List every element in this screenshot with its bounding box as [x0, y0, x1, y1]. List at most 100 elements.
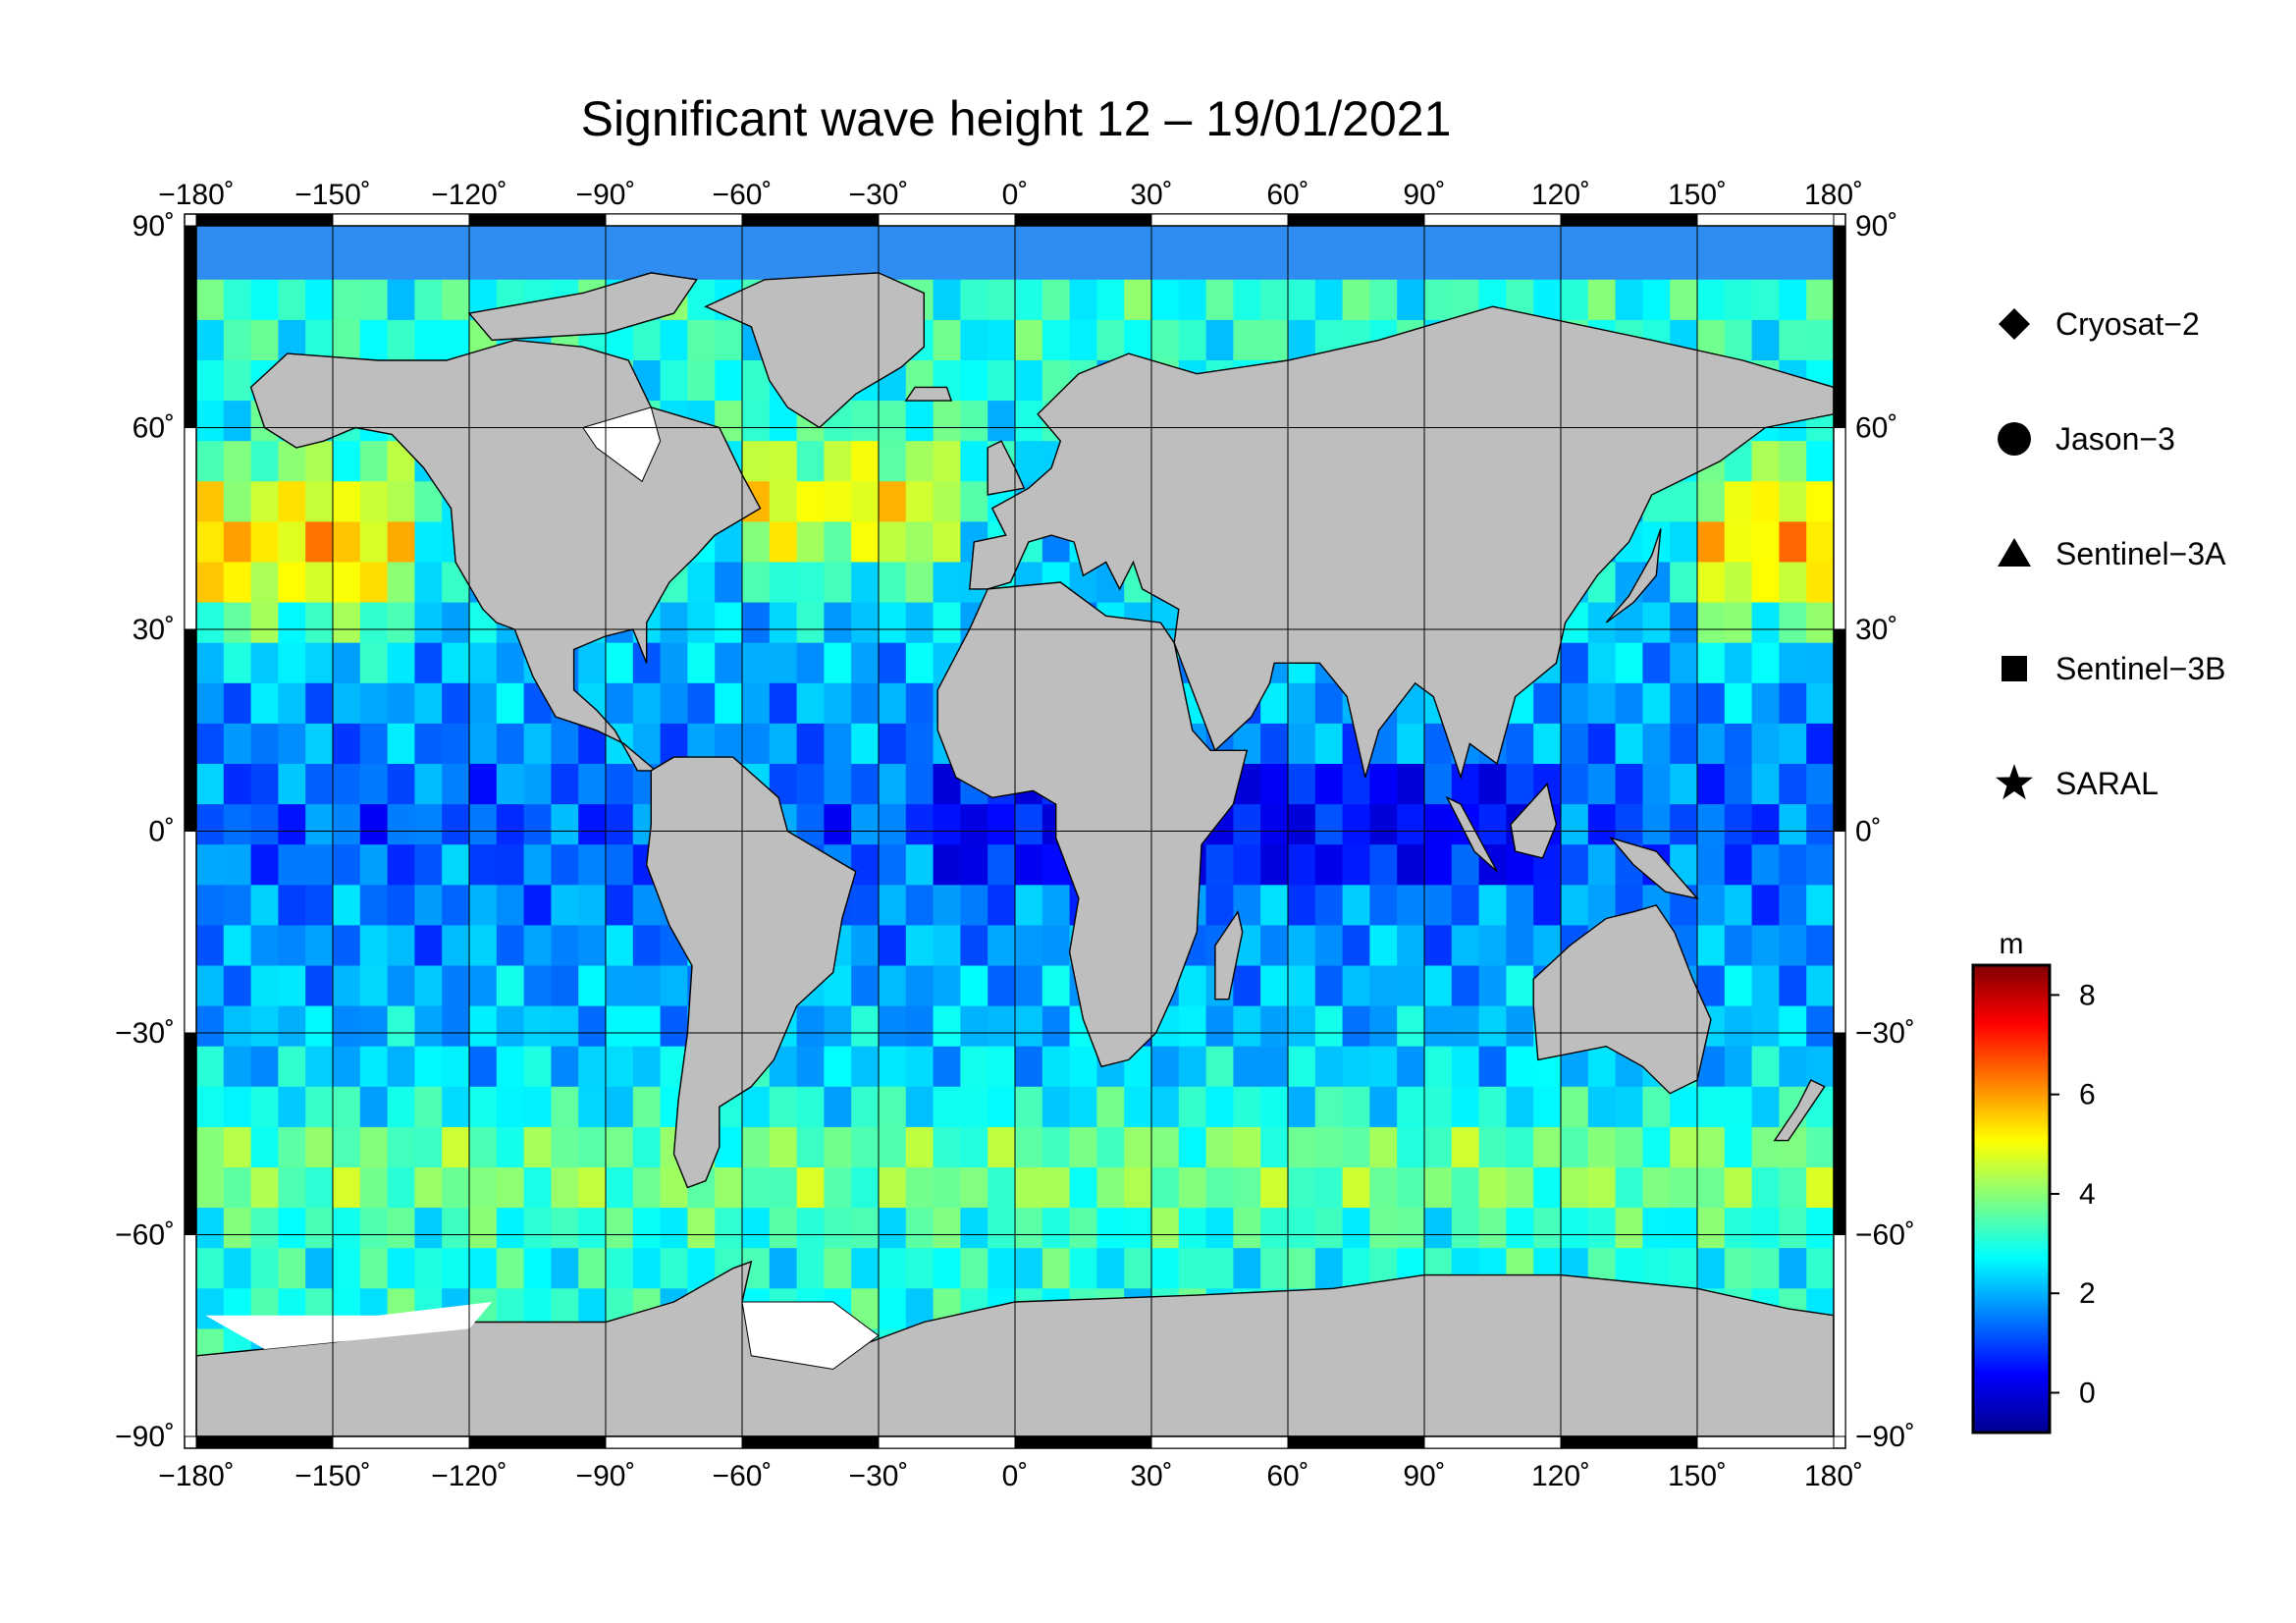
- swh-cell: [879, 602, 907, 644]
- swh-cell: [496, 1208, 525, 1249]
- swh-cell: [1670, 764, 1698, 805]
- swh-cell: [387, 602, 415, 644]
- swh-cell: [1069, 1126, 1097, 1168]
- swh-cell: [1015, 1005, 1043, 1048]
- swh-cell: [578, 925, 607, 967]
- swh-cell: [1506, 1126, 1534, 1168]
- frame-band: [468, 1435, 607, 1449]
- swh-cell: [879, 481, 907, 522]
- swh-cell: [796, 602, 825, 644]
- swh-cell: [1806, 521, 1834, 564]
- frame-band: [605, 1435, 743, 1449]
- swh-cell: [359, 764, 389, 805]
- swh-cell: [1205, 1208, 1234, 1249]
- swh-cell: [1670, 1208, 1698, 1249]
- swh-cell: [1506, 1005, 1534, 1048]
- swh-cell: [1178, 1005, 1207, 1048]
- swh-cell: [1724, 642, 1753, 684]
- swh-cell: [196, 481, 225, 522]
- swh-cell: [742, 562, 771, 604]
- swh-cell: [905, 885, 934, 926]
- swh-cell: [359, 319, 389, 361]
- swh-cell: [606, 925, 634, 967]
- swh-cell: [879, 844, 907, 886]
- swh-cell: [1233, 279, 1261, 321]
- swh-cell: [1587, 602, 1617, 644]
- swh-cell: [1806, 965, 1834, 1007]
- swh-cell: [988, 1126, 1016, 1168]
- swh-cell: [1288, 1248, 1316, 1289]
- swh-cell: [305, 844, 334, 886]
- swh-cell: [1041, 925, 1071, 967]
- swh-cell: [933, 521, 961, 564]
- land-iceland: [904, 386, 953, 402]
- swh-cell: [359, 1167, 389, 1209]
- swh-cell: [1561, 1208, 1589, 1249]
- swh-cell: [1260, 764, 1289, 805]
- swh-cell: [305, 521, 334, 564]
- lon-tick-bottom: 30˚: [1130, 1460, 1172, 1492]
- swh-cell: [851, 401, 880, 442]
- swh-cell: [879, 1005, 907, 1048]
- swh-cell: [742, 723, 771, 765]
- swh-cell: [1260, 723, 1289, 765]
- swh-cell: [196, 401, 225, 442]
- swh-cell: [1233, 1086, 1261, 1128]
- swh-cell: [660, 360, 688, 402]
- swh-cell: [196, 682, 225, 725]
- swh-cell: [1751, 642, 1780, 684]
- swh-cell: [333, 562, 361, 604]
- swh-cell: [1205, 1086, 1234, 1128]
- swh-cell: [933, 602, 961, 644]
- swh-cell: [1451, 1005, 1480, 1048]
- swh-cell: [606, 1046, 634, 1088]
- swh-cell: [851, 723, 880, 765]
- frame-band: [468, 213, 607, 227]
- swh-cell: [1314, 804, 1344, 845]
- swh-cell: [387, 1046, 415, 1088]
- swh-cell: [1724, 925, 1753, 967]
- swh-cell: [1151, 1208, 1180, 1249]
- swh-cell: [387, 844, 415, 886]
- swh-cell: [851, 642, 880, 684]
- frame-band: [184, 1032, 197, 1235]
- swh-cell: [1615, 642, 1643, 684]
- swh-cell: [879, 1167, 907, 1209]
- swh-cell: [278, 1086, 306, 1128]
- swh-cell: [1288, 804, 1316, 845]
- swh-cell: [742, 441, 771, 482]
- swh-cell: [1178, 965, 1207, 1007]
- swh-cell: [824, 1046, 852, 1088]
- swh-cell: [1260, 885, 1289, 926]
- swh-cell: [715, 319, 743, 361]
- swh-cell: [824, 1005, 852, 1048]
- swh-cell: [1751, 885, 1780, 926]
- swh-cell: [1288, 764, 1316, 805]
- swh-cell: [1314, 1046, 1344, 1088]
- swh-cell: [1724, 1208, 1753, 1249]
- swh-cell: [250, 562, 279, 604]
- swh-cell: [305, 723, 334, 765]
- swh-cell: [905, 1086, 934, 1128]
- swh-cell: [1205, 885, 1234, 926]
- swh-cell: [769, 521, 798, 564]
- swh-cell: [523, 1005, 552, 1048]
- swh-cell: [1015, 1046, 1043, 1088]
- swh-cell: [715, 682, 743, 725]
- swh-cell: [387, 481, 415, 522]
- lon-tick-bottom: −30˚: [849, 1460, 909, 1492]
- swh-cell: [551, 885, 579, 926]
- swh-cell: [905, 602, 934, 644]
- swh-cell: [1478, 1126, 1507, 1168]
- swh-cell: [1670, 521, 1698, 564]
- lon-tick-top: −90˚: [576, 179, 636, 211]
- swh-cell: [442, 1208, 470, 1249]
- swh-cell: [250, 441, 279, 482]
- swh-cell: [1015, 1086, 1043, 1128]
- swh-cell: [333, 925, 361, 967]
- swh-cell: [742, 521, 771, 564]
- swh-cell: [933, 279, 961, 321]
- swh-cell: [414, 279, 443, 321]
- swh-cell: [1451, 1208, 1480, 1249]
- swh-cell: [496, 1248, 525, 1289]
